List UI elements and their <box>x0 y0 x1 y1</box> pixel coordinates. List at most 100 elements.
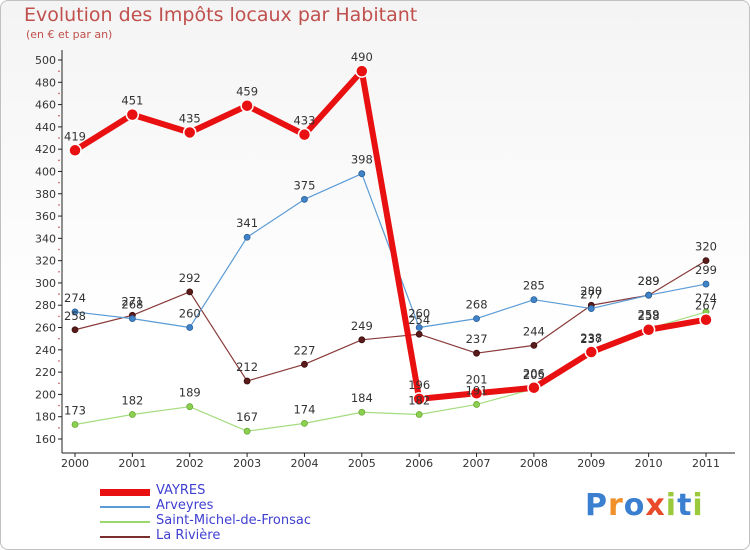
data-point <box>186 288 194 296</box>
y-minor-dot <box>58 293 60 295</box>
chart-title: Evolution des Impôts locaux par Habitant <box>24 4 418 26</box>
y-tick-label: 220 <box>35 366 56 379</box>
data-point <box>243 233 251 241</box>
data-label: 398 <box>351 153 373 167</box>
data-point <box>641 323 656 337</box>
legend-label: Saint-Michel-de-Fronsac <box>156 513 311 528</box>
logo-letter: i <box>665 488 678 523</box>
y-minor-dot <box>58 181 60 184</box>
x-tick-label: 2008 <box>520 457 548 470</box>
y-tick-label: 280 <box>35 299 56 312</box>
data-point <box>297 127 312 142</box>
series-line-la-rivi-re <box>74 260 707 382</box>
legend-swatch <box>100 521 150 523</box>
data-point <box>68 143 82 158</box>
x-tick-label: 2003 <box>233 457 261 470</box>
y-tick-label: 500 <box>35 54 56 67</box>
y-minor-dot <box>58 382 60 385</box>
data-label: 267 <box>695 299 717 313</box>
data-point <box>355 64 369 78</box>
x-tick-label: 2006 <box>405 457 433 470</box>
data-point <box>530 296 538 304</box>
data-point <box>473 315 480 323</box>
data-label: 206 <box>523 367 545 381</box>
data-label: 182 <box>121 393 143 407</box>
y-minor-dot <box>58 404 60 407</box>
data-label: 341 <box>236 216 258 230</box>
legend-swatch <box>100 536 150 538</box>
series-line-vayres <box>73 68 707 402</box>
data-label: 299 <box>695 263 717 277</box>
y-minor-dot <box>58 337 60 340</box>
proxiti-logo: Proxiti <box>585 488 704 523</box>
data-label: 490 <box>351 50 373 64</box>
x-tick-label: 2005 <box>348 457 376 470</box>
logo-letter: x <box>645 488 666 523</box>
data-label: 375 <box>293 178 315 192</box>
data-point <box>243 427 251 435</box>
data-label: 435 <box>179 111 201 125</box>
data-label: 292 <box>179 271 201 285</box>
data-label: 182 <box>408 393 430 407</box>
y-tick-label: 360 <box>35 210 56 223</box>
data-point <box>473 401 480 408</box>
data-label: 268 <box>466 298 488 312</box>
data-point <box>301 195 308 203</box>
data-label: 285 <box>523 279 545 293</box>
data-label: 237 <box>466 332 488 346</box>
y-tick-label: 260 <box>35 322 56 335</box>
y-tick-label: 320 <box>35 255 56 268</box>
data-label: 244 <box>523 324 545 338</box>
data-point <box>358 336 366 344</box>
data-label: 196 <box>408 378 430 392</box>
data-point <box>473 349 480 357</box>
y-tick-label: 180 <box>35 411 56 424</box>
data-point <box>186 324 194 331</box>
data-point <box>301 360 308 368</box>
y-tick-label: 480 <box>35 76 56 89</box>
data-point <box>243 377 251 385</box>
data-point <box>358 408 366 416</box>
data-label: 258 <box>638 309 660 323</box>
chart-subtitle: (en € et par an) <box>26 28 113 41</box>
logo-letter: i <box>692 488 704 523</box>
data-label: 274 <box>64 291 86 305</box>
y-minor-dot <box>58 270 60 273</box>
y-minor-dot <box>58 204 60 206</box>
y-tick-label: 300 <box>35 277 56 290</box>
series-line-saint-michel-de-fronsac <box>74 311 707 432</box>
y-tick-label: 440 <box>35 121 56 134</box>
data-point <box>240 98 254 113</box>
y-minor-dot <box>58 360 60 362</box>
y-minor-dot <box>58 70 60 72</box>
data-label: 212 <box>236 360 258 374</box>
x-tick-label: 2011 <box>692 457 720 470</box>
data-point <box>645 291 653 299</box>
data-point <box>415 330 423 338</box>
data-label: 433 <box>293 114 315 128</box>
legend-swatch <box>100 506 150 508</box>
data-point <box>71 308 79 316</box>
x-tick-label: 2010 <box>635 457 663 470</box>
data-point <box>358 170 366 178</box>
data-label: 249 <box>351 319 373 333</box>
y-minor-dot <box>58 159 60 162</box>
data-label: 174 <box>293 402 315 416</box>
data-point <box>71 326 79 334</box>
data-label: 271 <box>121 294 143 308</box>
data-label: 205 <box>523 368 545 382</box>
logo-letter: t <box>677 488 693 523</box>
legend-label: La Rivière <box>156 528 221 543</box>
y-tick-label: 380 <box>35 188 56 201</box>
data-point <box>584 345 599 359</box>
x-tick-label: 2001 <box>118 457 146 470</box>
data-point <box>415 324 423 331</box>
legend-label: Arveyres <box>156 498 214 513</box>
y-tick-label: 460 <box>35 99 56 112</box>
data-label: 274 <box>695 291 717 305</box>
data-label: 277 <box>580 288 602 302</box>
data-point <box>412 392 426 406</box>
data-point <box>527 380 541 395</box>
y-tick-label: 240 <box>35 344 56 357</box>
y-tick-label: 160 <box>35 433 56 446</box>
